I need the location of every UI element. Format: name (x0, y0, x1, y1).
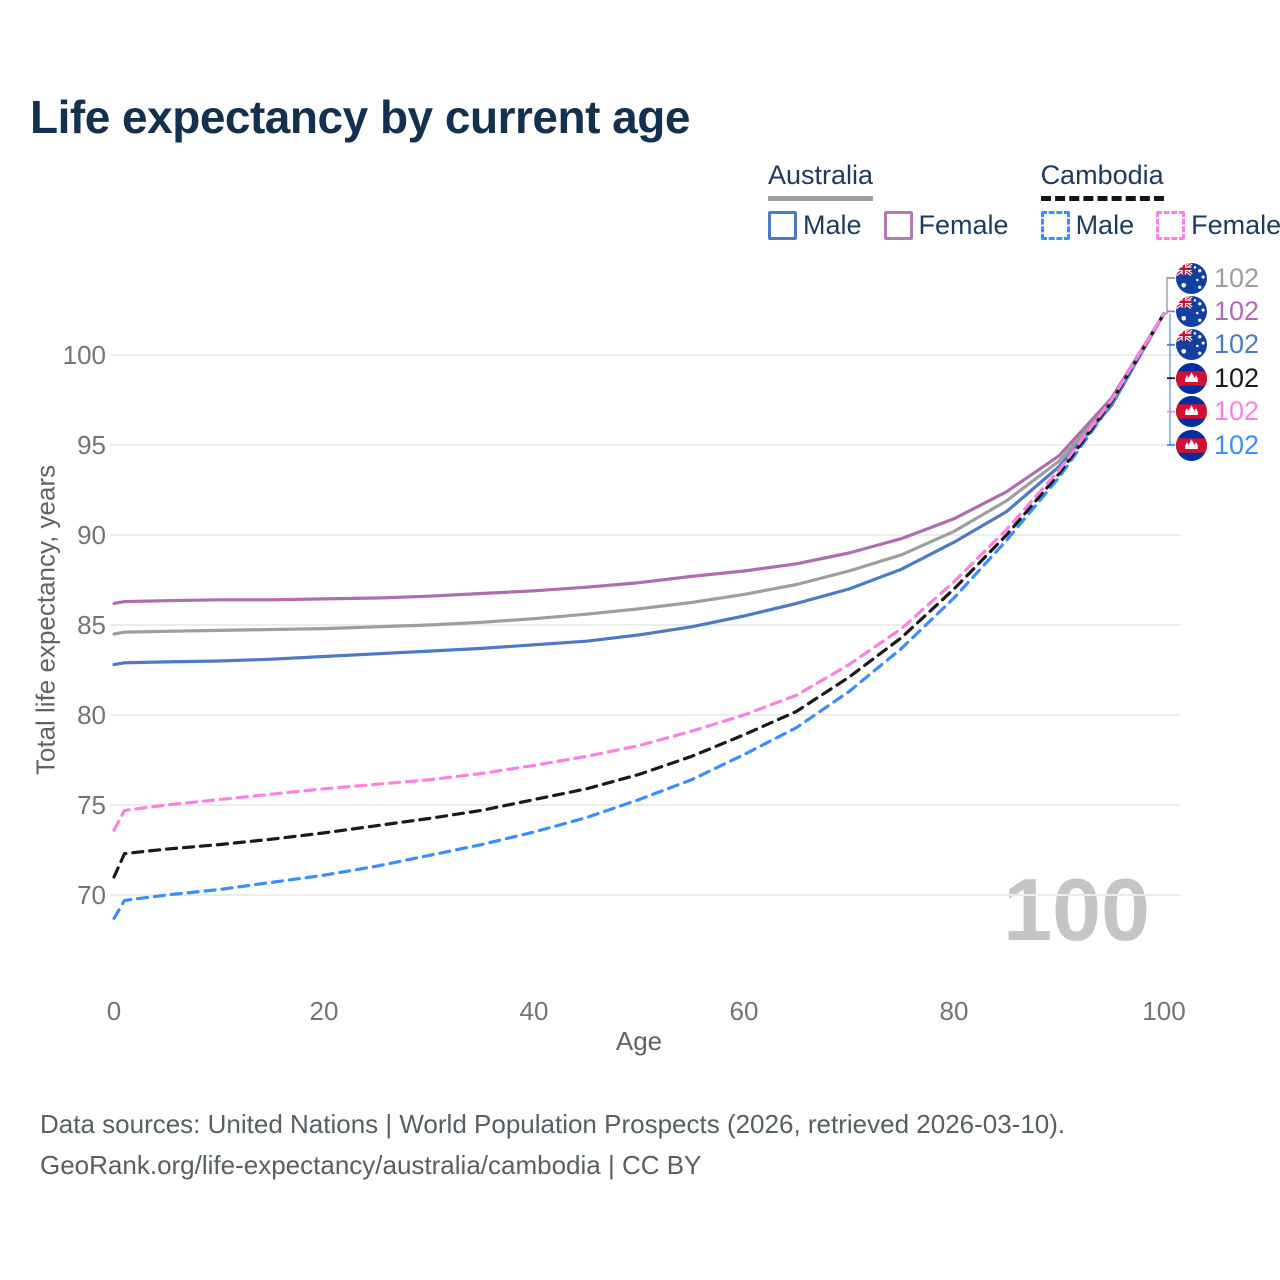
end-label-australia-2: 102 (1176, 329, 1259, 361)
x-tick-label: 80 (939, 996, 969, 1026)
y-tick-label: 85 (77, 610, 106, 640)
x-tick-label: 40 (519, 996, 549, 1026)
legend-group-cambodia: Cambodia Male Female (1040, 160, 1280, 241)
end-value: 102 (1214, 262, 1260, 293)
legend-label: Male (803, 210, 862, 240)
y-tick-label: 80 (77, 700, 106, 730)
end-label-cambodia-4: 102 (1176, 396, 1259, 428)
australia-female-swatch-icon[interactable] (883, 211, 913, 240)
y-tick-label: 90 (77, 520, 106, 550)
x-tick-label: 0 (106, 996, 122, 1026)
end-value: 102 (1214, 362, 1260, 393)
y-tick-label: 70 (77, 880, 106, 910)
x-tick-label: 100 (1142, 996, 1186, 1026)
y-tick-label: 75 (77, 790, 106, 820)
chart-footer: Data sources: United Nations | World Pop… (40, 1104, 1065, 1186)
end-label-cambodia-3: 102 (1176, 362, 1259, 394)
x-tick-label: 60 (729, 996, 759, 1026)
legend-item-australia-female[interactable]: Female (883, 210, 1009, 241)
end-label-australia-0: 102 (1176, 262, 1259, 294)
end-label-australia-1: 102 (1176, 295, 1259, 327)
legend-country-cambodia: Cambodia (1040, 160, 1164, 201)
series-line-cambodia-male (112, 312, 1166, 921)
label-connector (1164, 277, 1174, 315)
end-label-cambodia-5: 102 (1176, 429, 1259, 461)
cambodia-flag-icon (1176, 429, 1207, 461)
end-value: 102 (1214, 329, 1260, 360)
series-line-australia-male (112, 312, 1166, 667)
series-line-australia-both (112, 312, 1166, 636)
page-title: Life expectancy by current age (30, 91, 690, 143)
y-tick-label: 95 (77, 430, 106, 460)
attribution-link[interactable]: GeoRank.org/life-expectancy/australia/ca… (40, 1150, 702, 1180)
end-value: 102 (1214, 429, 1260, 460)
australia-flag-icon (1176, 295, 1207, 327)
legend-items-australia: Male Female (768, 210, 1009, 241)
cambodia-flag-icon (1176, 362, 1207, 394)
legend-label: Female (918, 210, 1009, 240)
age-watermark: 100 (1003, 860, 1150, 959)
legend-item-cambodia-female[interactable]: Female (1156, 210, 1280, 241)
x-axis-title: Age (615, 1026, 663, 1056)
legend-label: Female (1191, 210, 1280, 240)
end-value: 102 (1214, 295, 1260, 326)
chart-legend: Australia Male Female Cambodia Male (768, 160, 1280, 241)
series-line-australia-female (112, 312, 1166, 606)
legend-item-cambodia-male[interactable]: Male (1040, 210, 1135, 241)
legend-items-cambodia: Male Female (1040, 210, 1280, 241)
australia-flag-icon (1176, 262, 1207, 294)
australia-male-swatch-icon[interactable] (768, 211, 797, 240)
series-line-cambodia-female (112, 312, 1166, 832)
legend-item-australia-male[interactable]: Male (768, 210, 862, 241)
cambodia-female-swatch-icon[interactable] (1156, 211, 1186, 240)
x-tick-label: 20 (309, 996, 339, 1026)
y-tick-label: 100 (62, 340, 106, 370)
legend-group-australia: Australia Male Female (768, 160, 1009, 241)
legend-label: Male (1075, 210, 1135, 240)
cambodia-male-swatch-icon[interactable] (1040, 211, 1070, 240)
series-line-cambodia-both (112, 312, 1166, 879)
cambodia-flag-icon (1176, 396, 1207, 428)
legend-country-australia: Australia (768, 160, 874, 201)
end-value: 102 (1214, 396, 1260, 427)
australia-flag-icon (1176, 329, 1207, 361)
data-source-note: Data sources: United Nations | World Pop… (40, 1109, 1066, 1139)
